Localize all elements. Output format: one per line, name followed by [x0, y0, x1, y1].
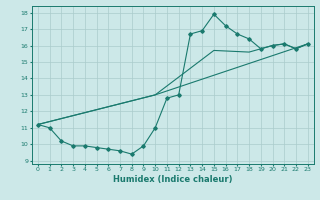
X-axis label: Humidex (Indice chaleur): Humidex (Indice chaleur)	[113, 175, 233, 184]
